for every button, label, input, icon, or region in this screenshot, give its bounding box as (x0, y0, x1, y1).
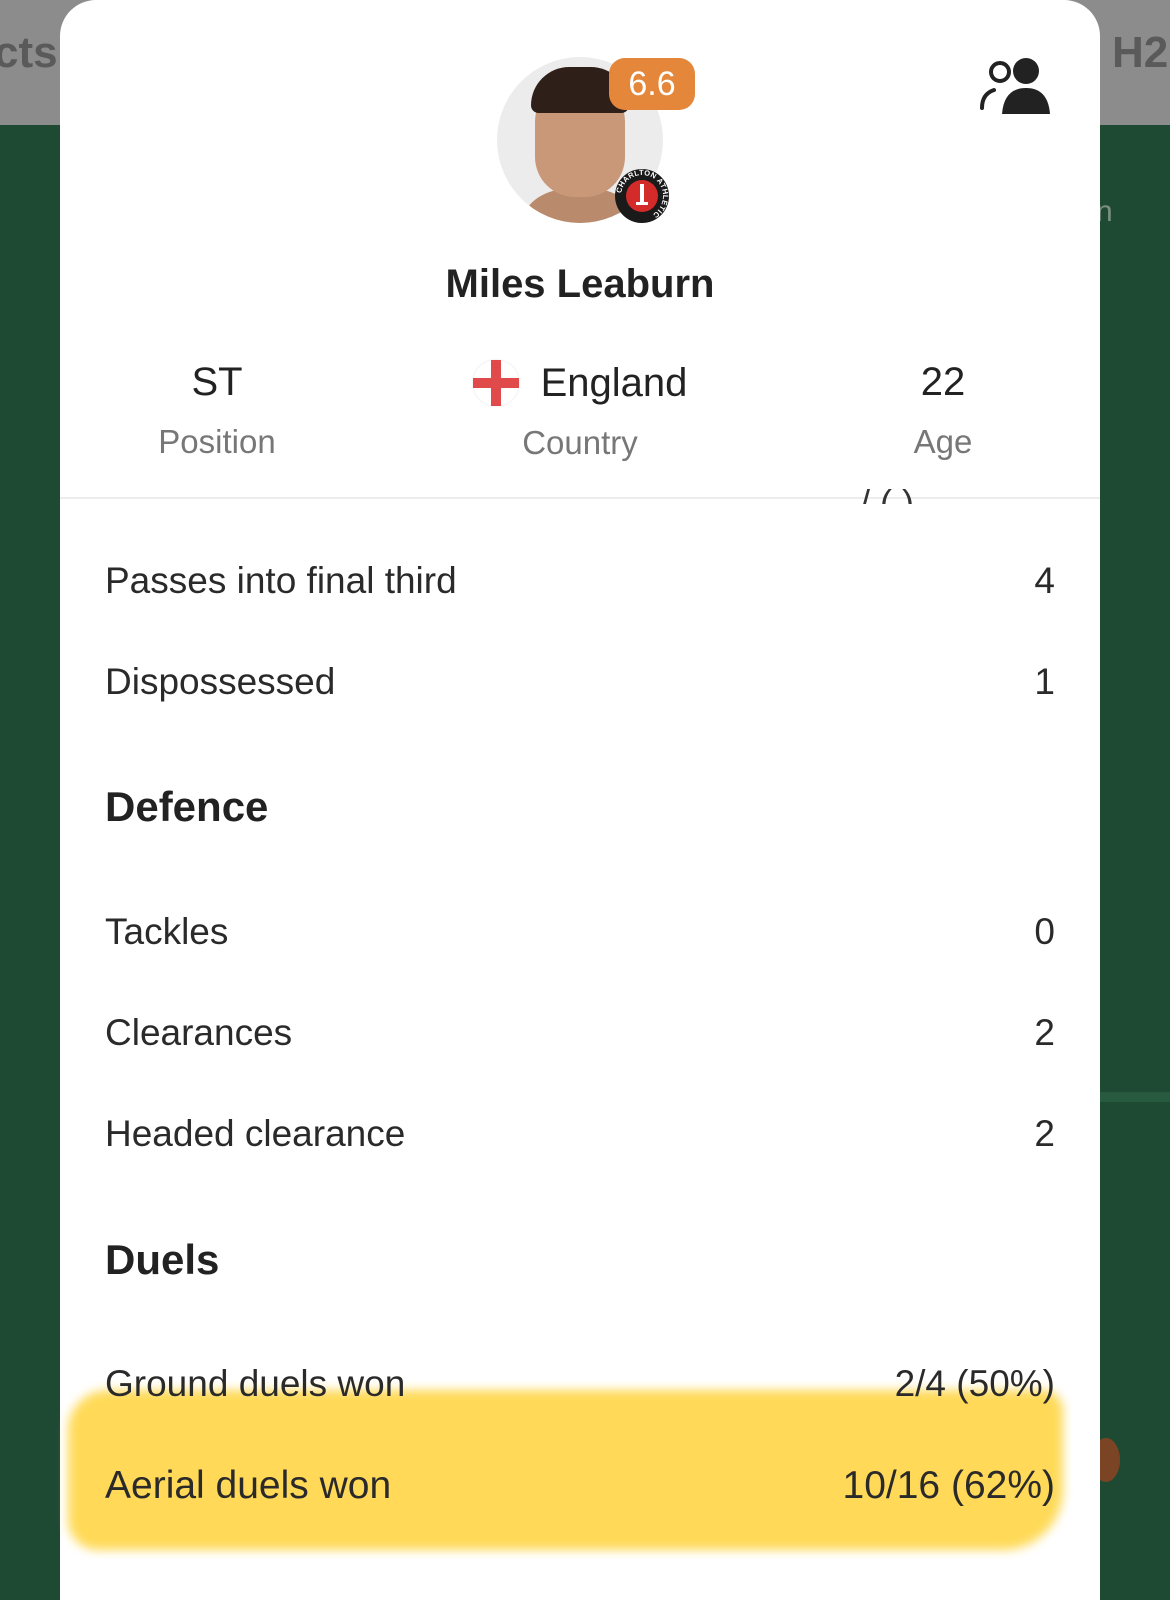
age-value: 22 (920, 360, 966, 404)
country-label: Country (522, 424, 638, 461)
section-title-duels: Duels (105, 1236, 220, 1283)
stat-value: 4 (1034, 560, 1055, 601)
stat-label: Aerial duels won (105, 1464, 392, 1507)
background-tab-left[interactable]: cts (0, 28, 58, 77)
stat-row: Tackles 0 (105, 911, 1055, 953)
people-icon[interactable] (978, 56, 1054, 121)
stat-label: Passes into final third (105, 560, 457, 601)
background-text: n (1096, 195, 1113, 228)
stat-label: Clearances (105, 1012, 293, 1053)
section-title-defence: Defence (105, 783, 269, 830)
stat-label: Ground duels won (105, 1363, 406, 1404)
england-flag-icon (472, 360, 519, 406)
country-info: England Country (430, 360, 730, 462)
background-divider (1100, 1092, 1170, 1102)
position-value: ST (191, 360, 243, 404)
stat-row: Ground duels won 2/4 (50%) (105, 1363, 1055, 1405)
position-info: ST Position (67, 360, 367, 461)
club-badge-icon: Charlton Athletic (614, 168, 670, 223)
stat-value: 2 (1034, 1012, 1055, 1053)
stat-value: 10/16 (62%) (842, 1464, 1055, 1507)
stat-label: Headed clearance (105, 1113, 406, 1154)
stat-value: 0 (1034, 911, 1055, 952)
player-header: Charlton Athletic 6.6 Miles Leaburn ST P… (60, 0, 1100, 499)
highlighter-mark (68, 1390, 1063, 1550)
country-value: England (540, 360, 688, 405)
stat-value: 2 (1034, 1113, 1055, 1154)
player-stats-card: Charlton Athletic 6.6 Miles Leaburn ST P… (60, 0, 1100, 1600)
rating-badge: 6.6 (609, 58, 695, 110)
stat-label: Tackles (105, 911, 229, 952)
background-tab-right[interactable]: H2 (1112, 28, 1169, 77)
stat-value: 2/4 (50%) (894, 1363, 1055, 1404)
stat-row: Headed clearance 2 (105, 1113, 1055, 1155)
stat-value: 1 (1034, 661, 1055, 702)
stat-row: Aerial duels won 10/16 (62%) (105, 1464, 1055, 1508)
stat-label: Dispossessed (105, 661, 336, 702)
age-label: Age (913, 423, 973, 460)
stat-row: Clearances 2 (105, 1012, 1055, 1054)
partial-row-value: / ( ) (860, 482, 914, 504)
age-info: 22 Age (793, 360, 1093, 461)
position-label: Position (158, 423, 276, 460)
stat-row: Dispossessed 1 (105, 661, 1055, 703)
stat-row: Passes into final third 4 (105, 560, 1055, 602)
player-name: Miles Leaburn (445, 262, 715, 306)
